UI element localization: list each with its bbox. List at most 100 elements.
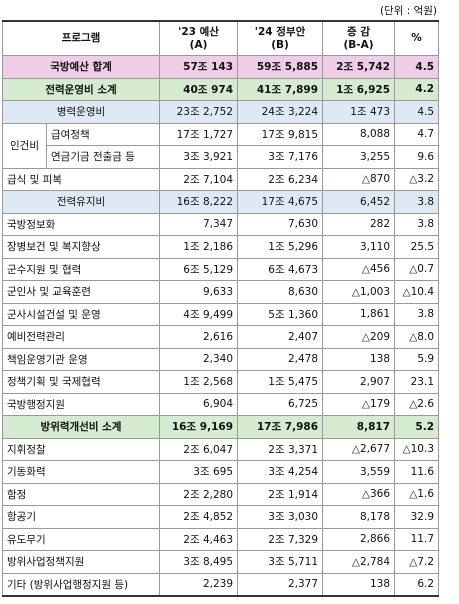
header-text: 증 감 xyxy=(347,25,370,38)
pct-cell: △10.4 xyxy=(394,280,440,304)
table-row: 지휘정찰 2조 6,047 2조 3,371 △2,677 △10.3 xyxy=(1,437,440,461)
pct-cell: △3.2 xyxy=(394,167,440,191)
a-cell: 4조 9,499 xyxy=(159,302,239,326)
pct-cell: 6.2 xyxy=(394,572,440,597)
table-row: 책임운영기관 운영 2,340 2,478 138 5.9 xyxy=(1,347,440,371)
table-body: 국방예산 합계 57조 143 59조 5,885 2조 5,742 4.5 전력운영비 … xyxy=(1,55,440,597)
header-cell: % xyxy=(394,20,440,56)
b-cell: 17조 9,815 xyxy=(237,122,324,146)
header-text: (A) xyxy=(189,38,208,51)
table-row: 군인사 및 교육훈련 9,633 8,630 △1,003 △10.4 xyxy=(1,280,440,304)
b-cell: 2조 1,914 xyxy=(237,482,324,506)
table-row: 국방예산 합계 57조 143 59조 5,885 2조 5,742 4.5 xyxy=(1,55,440,79)
a-cell: 7,347 xyxy=(159,212,239,236)
header-text: (B) xyxy=(271,38,289,51)
table-row: 기동화력 3조 695 3조 4,254 3,559 11.6 xyxy=(1,460,440,484)
a-cell: 2,616 xyxy=(159,325,239,349)
b-cell: 2조 7,329 xyxy=(237,527,324,551)
program-cell: 정책기획 및 국제협력 xyxy=(1,370,161,394)
diff-cell: 8,817 xyxy=(322,415,396,439)
table-row: 연금기금 전출금 등 3조 3,921 3조 7,176 3,255 9.6 xyxy=(3,145,440,169)
diff-cell: 8,088 xyxy=(322,122,396,146)
a-cell: 2,340 xyxy=(159,347,239,371)
diff-cell: 2,866 xyxy=(322,527,396,551)
header-cell: '23 예산 (A) xyxy=(159,20,239,56)
b-cell: 2,478 xyxy=(237,347,324,371)
program-cell: 전력유지비 xyxy=(1,190,161,214)
pct-cell: 32.9 xyxy=(394,505,440,529)
program-cell: 유도무기 xyxy=(1,527,161,551)
diff-cell: △1,003 xyxy=(322,280,396,304)
diff-cell: 6,452 xyxy=(322,190,396,214)
program-cell: 국방행정지원 xyxy=(1,392,161,416)
a-cell: 3조 695 xyxy=(159,460,239,484)
diff-cell: 2조 5,742 xyxy=(322,55,396,79)
a-cell: 16조 9,169 xyxy=(159,415,239,439)
b-cell: 6조 4,673 xyxy=(237,257,324,281)
diff-cell: 138 xyxy=(322,347,396,371)
program-cell: 방위력개선비 소계 xyxy=(1,415,161,439)
pct-cell: △8.0 xyxy=(394,325,440,349)
program-cell: 기동화력 xyxy=(1,460,161,484)
table-row: 급식 및 피복 2조 7,104 2조 6,234 △870 △3.2 xyxy=(1,167,440,191)
header-text: '23 예산 xyxy=(178,25,219,38)
b-cell: 3조 3,030 xyxy=(237,505,324,529)
diff-cell: 1,861 xyxy=(322,302,396,326)
diff-cell: △179 xyxy=(322,392,396,416)
diff-cell: 8,178 xyxy=(322,505,396,529)
b-cell: 59조 5,885 xyxy=(237,55,324,79)
program-cell: 군사시설건설 및 운영 xyxy=(1,302,161,326)
a-cell: 1조 2,186 xyxy=(159,235,239,259)
a-cell: 2조 6,047 xyxy=(159,437,239,461)
table-row: 병력운영비 23조 2,752 24조 3,224 1조 473 4.5 xyxy=(1,100,440,124)
table-row: 국방정보화 7,347 7,630 282 3.8 xyxy=(1,212,440,236)
table-row: 장병보건 및 복지향상 1조 2,186 1조 5,296 3,110 25.5 xyxy=(1,235,440,259)
program-cell: 급여정책 xyxy=(45,122,161,146)
table-row: 방위사업정책지원 3조 8,495 3조 5,711 △2,784 △7.2 xyxy=(1,550,440,574)
a-cell: 23조 2,752 xyxy=(159,100,239,124)
diff-cell: 138 xyxy=(322,572,396,597)
pct-cell: 4.5 xyxy=(394,100,440,124)
b-cell: 5조 1,360 xyxy=(237,302,324,326)
diff-cell: △2,784 xyxy=(322,550,396,574)
program-cell: 예비전력관리 xyxy=(1,325,161,349)
pct-cell: 4.2 xyxy=(394,77,440,101)
diff-cell: 1조 473 xyxy=(322,100,396,124)
header-cell: 프로그램 xyxy=(1,20,161,56)
diff-cell: 3,110 xyxy=(322,235,396,259)
program-cell: 국방예산 합계 xyxy=(1,55,161,79)
program-cell: 연금기금 전출금 등 xyxy=(45,145,161,169)
b-cell: 3조 4,254 xyxy=(237,460,324,484)
program-cell: 전력운영비 소계 xyxy=(1,77,161,101)
table-row: 군수지원 및 협력 6조 5,129 6조 4,673 △456 △0.7 xyxy=(1,257,440,281)
program-cell: 방위사업정책지원 xyxy=(1,550,161,574)
diff-cell: 3,559 xyxy=(322,460,396,484)
table-row: 전력운영비 소계 40조 974 41조 7,899 1조 6,925 4.2 xyxy=(1,77,440,101)
program-cell: 장병보건 및 복지향상 xyxy=(1,235,161,259)
a-cell: 6,904 xyxy=(159,392,239,416)
pct-cell: △2.6 xyxy=(394,392,440,416)
a-cell: 57조 143 xyxy=(159,55,239,79)
b-cell: 6,725 xyxy=(237,392,324,416)
diff-cell: △209 xyxy=(322,325,396,349)
a-cell: 2,239 xyxy=(159,572,239,597)
a-cell: 3조 8,495 xyxy=(159,550,239,574)
program-cell: 군수지원 및 협력 xyxy=(1,257,161,281)
table-row: 예비전력관리 2,616 2,407 △209 △8.0 xyxy=(1,325,440,349)
b-cell: 2,407 xyxy=(237,325,324,349)
b-cell: 1조 5,296 xyxy=(237,235,324,259)
pct-cell: △10.3 xyxy=(394,437,440,461)
header-cell: 증 감 (B-A) xyxy=(322,20,396,56)
pct-cell: 25.5 xyxy=(394,235,440,259)
a-cell: 9,633 xyxy=(159,280,239,304)
b-cell: 3조 7,176 xyxy=(237,145,324,169)
diff-cell: 282 xyxy=(322,212,396,236)
b-cell: 1조 5,475 xyxy=(237,370,324,394)
b-cell: 8,630 xyxy=(237,280,324,304)
pct-cell: 4.5 xyxy=(394,55,440,79)
pct-cell: 11.7 xyxy=(394,527,440,551)
a-cell: 2조 7,104 xyxy=(159,167,239,191)
table-row: 전력유지비 16조 8,222 17조 4,675 6,452 3.8 xyxy=(1,190,440,214)
table-row: 정책기획 및 국제협력 1조 2,568 1조 5,475 2,907 23.1 xyxy=(1,370,440,394)
